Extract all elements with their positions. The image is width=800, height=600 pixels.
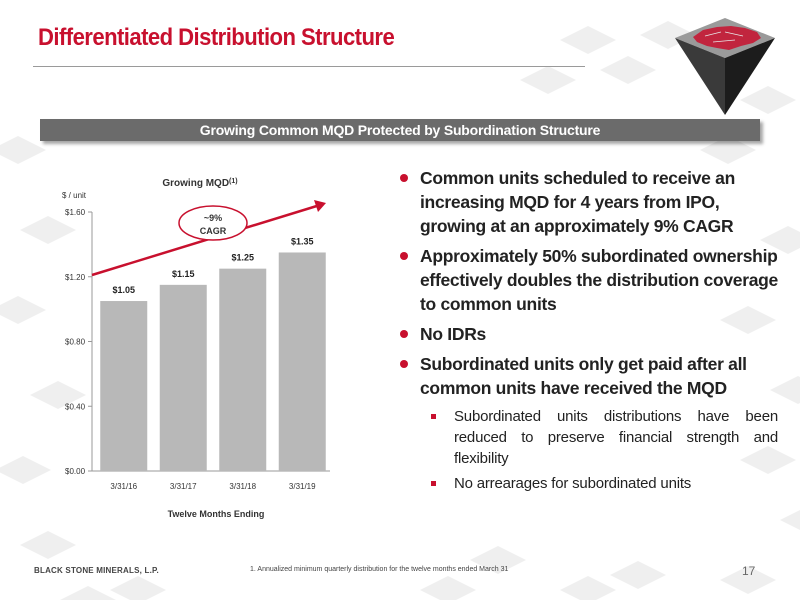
bullet-text: Approximately 50% subordinated ownership… [420, 246, 778, 314]
bullet-list: Common units scheduled to receive an inc… [398, 166, 778, 498]
slide-title: Differentiated Distribution Structure [38, 24, 395, 51]
bg-diamond [20, 531, 76, 559]
bullet-item: No IDRs [398, 322, 778, 346]
bg-diamond [600, 56, 656, 84]
bar-data-label: $1.35 [291, 236, 314, 246]
bullet-item: Common units scheduled to receive an inc… [398, 166, 778, 238]
bullet-text: No IDRs [420, 324, 486, 344]
bullet-item: Subordinated units only get paid after a… [398, 352, 778, 400]
bullet-text: Subordinated units only get paid after a… [420, 354, 747, 398]
bg-diamond [770, 376, 800, 404]
cagr-annotation-line2: CAGR [200, 226, 227, 236]
x-tick-label: 3/31/16 [110, 482, 137, 491]
bg-diamond [740, 446, 796, 474]
usa-map-pyramid-logo [675, 18, 775, 115]
bg-diamond [610, 561, 666, 589]
bg-diamond [560, 26, 616, 54]
bar [100, 301, 148, 471]
page-number: 17 [742, 564, 756, 578]
bar-data-label: $1.15 [172, 269, 195, 279]
bg-diamond [30, 381, 86, 409]
x-tick-label: 3/31/18 [229, 482, 256, 491]
bullet-dot-icon [400, 174, 408, 182]
bg-diamond [720, 306, 776, 334]
bar [219, 268, 267, 471]
sub-bullet-item: Subordinated units distributions have be… [398, 406, 778, 469]
bullet-dot-icon [400, 360, 408, 368]
section-banner: Growing Common MQD Protected by Subordin… [40, 119, 760, 141]
bg-diamond [0, 136, 46, 164]
chart-title-text: Growing MQD [162, 178, 229, 189]
sub-bullet-square-icon [431, 414, 436, 419]
y-tick-label: $0.80 [65, 338, 86, 347]
bg-diamond [20, 216, 76, 244]
bg-diamond [470, 546, 526, 574]
bullet-dot-icon [400, 252, 408, 260]
bar-data-label: $1.25 [231, 253, 254, 263]
y-axis-label: $ / unit [62, 191, 87, 200]
bg-diamond [740, 86, 796, 114]
bg-diamond [700, 136, 756, 164]
footnote: 1. Annualized minimum quarterly distribu… [250, 566, 509, 573]
company-name: BLACK STONE MINERALS, L.P. [34, 566, 159, 575]
chart-title: Growing MQD(1) [162, 178, 237, 189]
title-divider [33, 66, 585, 67]
y-tick-label: $1.20 [65, 273, 86, 282]
bar [278, 252, 326, 471]
x-axis-label: Twelve Months Ending [168, 509, 265, 519]
y-tick-label: $1.60 [65, 208, 86, 217]
bullet-text: Common units scheduled to receive an inc… [420, 168, 735, 236]
sub-bullet-item: No arrearages for subordinated units [398, 473, 778, 494]
bg-diamond [60, 586, 116, 600]
bg-diamond [520, 66, 576, 94]
y-tick-label: $0.40 [65, 402, 86, 411]
bar-data-label: $1.05 [112, 285, 135, 295]
bg-diamond [0, 456, 51, 484]
bar [159, 284, 207, 471]
bg-diamond [780, 510, 800, 530]
bullet-item: Approximately 50% subordinated ownership… [398, 244, 778, 316]
x-tick-label: 3/31/19 [289, 482, 316, 491]
bg-diamond [760, 226, 800, 254]
bg-diamond [110, 576, 166, 600]
y-tick-label: $0.00 [65, 467, 86, 476]
bg-diamond [420, 576, 476, 600]
sub-bullet-square-icon [431, 481, 436, 486]
sub-bullet-text: Subordinated units distributions have be… [454, 408, 778, 467]
bg-diamond [0, 296, 46, 324]
chart-title-superscript: (1) [229, 178, 238, 185]
chart-marks: $0.00 $0.40 $0.80 $1.20 $1.60 $1.05 3/31/16 $1.… [65, 208, 326, 491]
cagr-annotation-line1: ~9% [204, 213, 222, 223]
mqd-bar-chart: Growing MQD(1) $ / unit Twelve Months En… [62, 178, 330, 519]
sub-bullet-text: No arrearages for subordinated units [454, 475, 692, 492]
bg-diamond [560, 576, 616, 600]
cagr-annotation-ellipse [178, 205, 248, 241]
bullet-dot-icon [400, 330, 408, 338]
bg-diamond [720, 566, 776, 594]
x-tick-label: 3/31/17 [170, 482, 197, 491]
